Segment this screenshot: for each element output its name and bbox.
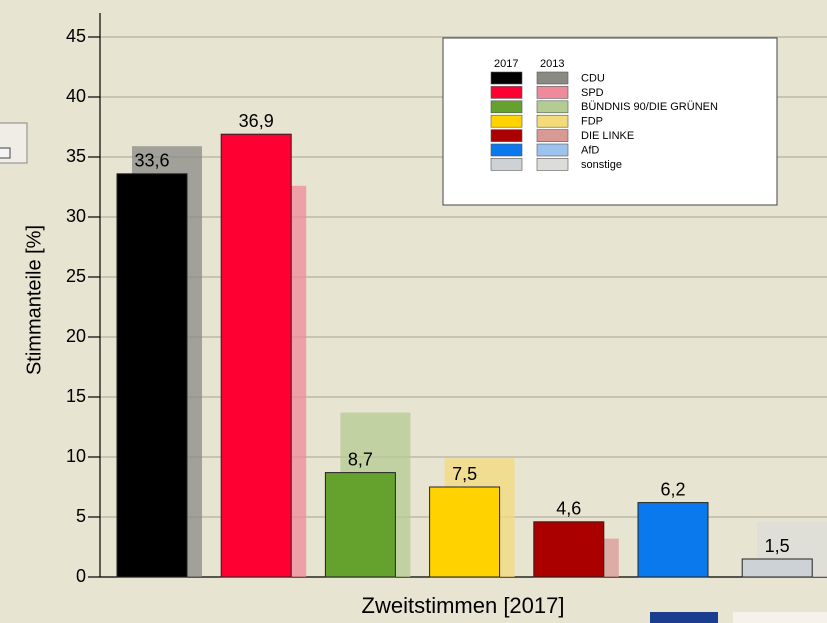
neighbor-bar [0,147,11,159]
y-tick-label: 20 [66,326,86,346]
bar [220,133,292,578]
y-tick-label: 5 [76,506,86,526]
data-label: 8,7 [348,449,373,469]
legend-header: 2017 [494,58,518,70]
data-label: 33,6 [134,151,169,171]
bar [116,173,188,578]
y-axis-title: Stimmanteile [%] [23,225,45,375]
legend-label: SPD [581,87,604,99]
bar [533,521,605,578]
legend-label: BÜNDNIS 90/DIE GRÜNEN [581,101,718,113]
data-label: 6,2 [660,479,685,499]
legend-label: DIE LINKE [581,130,634,142]
legend-swatch [536,129,569,142]
legend-label: FDP [581,116,603,128]
legend-swatch [490,71,523,85]
legend-swatch [536,158,569,171]
y-tick-label: 25 [66,266,86,286]
y-tick-label: 35 [66,146,86,166]
legend-swatch [490,158,523,171]
logo [733,612,827,623]
legend-swatch [536,143,569,157]
legend-swatch [490,114,523,128]
legend: 2017 2013 CDU SPD BÜNDNIS 90/DIE GRÜNEN FDP DI… [442,37,778,206]
legend-swatch [490,86,523,99]
bar [637,502,709,578]
data-label: 7,5 [452,464,477,484]
legend-label: sonstige [581,159,622,171]
x-axis-title: Zweitstimmen [2017] [362,593,565,618]
legend-label: CDU [581,72,605,84]
legend-swatch [536,114,569,128]
y-tick-label: 40 [66,86,86,106]
data-label: 4,6 [556,499,581,519]
logo [650,612,718,623]
y-tick-label: 0 [76,566,86,586]
cropped-neighbor [0,122,28,164]
legend-swatch [536,86,569,99]
legend-label: AfD [581,144,599,156]
bar [741,558,813,578]
legend-swatch [490,129,523,142]
data-label: 36,9 [239,111,274,131]
y-tick-label: 10 [66,446,86,466]
legend-header: 2013 [540,58,564,70]
legend-swatch [490,100,523,114]
legend-swatch [536,100,569,114]
legend-swatch [490,143,523,157]
bar [429,486,501,578]
legend-swatch [536,71,569,85]
logos [650,612,827,623]
bar [324,472,396,578]
y-tick-label: 15 [66,386,86,406]
y-tick-label: 45 [66,26,86,46]
data-label: 1,5 [765,536,790,556]
y-tick-label: 30 [66,206,86,226]
